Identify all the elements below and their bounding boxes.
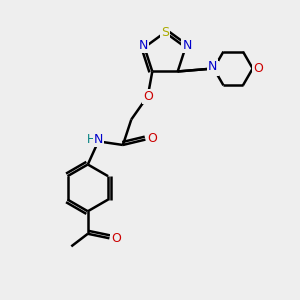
Text: N: N xyxy=(94,134,103,146)
Text: N: N xyxy=(182,39,192,52)
Text: O: O xyxy=(253,62,263,75)
Text: N: N xyxy=(208,61,217,74)
Text: O: O xyxy=(143,90,153,103)
Text: H: H xyxy=(86,134,95,146)
Text: N: N xyxy=(209,62,218,75)
Text: O: O xyxy=(147,133,157,146)
Text: O: O xyxy=(111,232,121,245)
Text: S: S xyxy=(161,26,169,39)
Text: N: N xyxy=(138,39,148,52)
